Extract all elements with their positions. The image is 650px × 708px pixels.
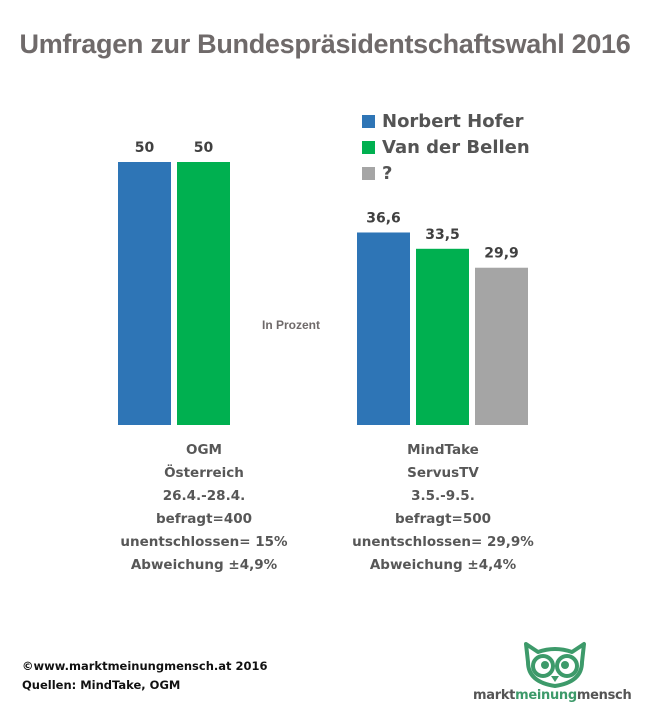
legend-label: ? (382, 162, 393, 184)
legend: Norbert Hofer Van der Bellen ? (362, 108, 530, 186)
group-label-line: 3.5.-9.5. (411, 488, 475, 504)
copyright-text: ©www.marktmeinungmensch.at 2016 (22, 659, 268, 673)
chart-title: Umfragen zur Bundespräsidentschaftswahl … (19, 29, 631, 59)
logo-text: marktmeinungmensch (473, 688, 632, 703)
legend-item-unknown: ? (362, 160, 530, 186)
footer: ©www.marktmeinungmensch.at 2016 Quellen:… (22, 657, 268, 695)
logo-text-mensch: mensch (576, 688, 632, 703)
legend-item-van-der-bellen: Van der Bellen (362, 134, 530, 160)
legend-item-hofer: Norbert Hofer (362, 108, 530, 134)
legend-swatch-unknown (362, 166, 375, 180)
group-label-ogm: OGM Österreich 26.4.-28.4. befragt=400 u… (84, 439, 324, 577)
group-label-line: MindTake (407, 442, 479, 458)
logo-text-meinung: meinung (515, 688, 577, 703)
bar-mindtake-2 (475, 267, 528, 425)
sources-text: Quellen: MindTake, OGM (22, 678, 181, 692)
bar-ogm-1 (177, 162, 230, 425)
bar-mindtake-1 (416, 248, 469, 425)
data-label: 36,6 (366, 210, 401, 226)
data-label: 29,9 (484, 246, 519, 262)
logo: marktmeinungmensch (470, 640, 645, 703)
unit-label: In Prozent (262, 318, 321, 332)
bar-ogm-0 (118, 162, 171, 425)
owl-icon (524, 642, 586, 688)
legend-swatch-hofer (362, 114, 375, 128)
group-label-line: 26.4.-28.4. (162, 488, 246, 504)
group-label-mindtake: MindTake ServusTV 3.5.-9.5. befragt=500 … (323, 439, 563, 577)
legend-label: Van der Bellen (382, 136, 530, 158)
group-label-line: unentschlossen= 15% (120, 534, 288, 550)
group-label-line: Abweichung ±4,9% (130, 557, 278, 573)
group-label-line: ServusTV (407, 465, 479, 481)
legend-label: Norbert Hofer (382, 110, 524, 132)
group-label-line: befragt=500 (394, 511, 492, 527)
data-label: 50 (194, 140, 214, 156)
bar-mindtake-0 (357, 232, 410, 425)
logo-text-markt: markt (473, 688, 516, 703)
legend-swatch-van-der-bellen (362, 140, 375, 154)
data-label: 50 (135, 140, 155, 156)
group-label-line: unentschlossen= 29,9% (352, 534, 534, 550)
group-label-line: Österreich (164, 465, 244, 481)
group-label-line: OGM (186, 442, 222, 458)
group-label-line: befragt=400 (155, 511, 253, 527)
data-label: 33,5 (425, 227, 460, 243)
group-label-line: Abweichung ±4,4% (369, 557, 517, 573)
